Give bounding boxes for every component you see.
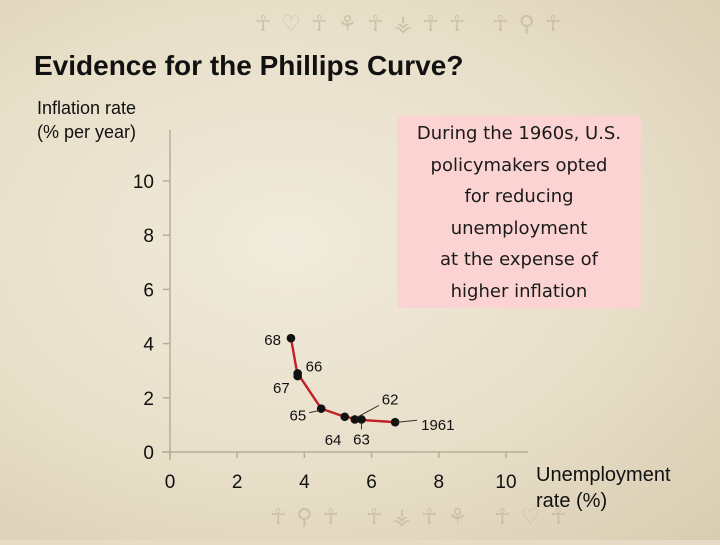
callout-line-1: During the 1960s, U.S. [416, 123, 622, 144]
x-tick-label: 8 [434, 472, 445, 493]
data-point-1961 [390, 417, 400, 427]
y-tick-label: 2 [143, 389, 154, 410]
y-tick-label: 6 [143, 280, 154, 301]
points-layer [286, 333, 400, 427]
callout-line-4: unemployment [450, 217, 588, 239]
data-point-68 [286, 333, 296, 343]
y-tick-label: 10 [133, 172, 154, 193]
point-label-68: 68 [264, 332, 281, 349]
x-axis-label: Unemployment rate (%) [536, 462, 671, 514]
leader-line-62 [356, 405, 380, 418]
slide-title: Evidence for the Phillips Curve? [34, 50, 464, 81]
point-label-65: 65 [290, 408, 307, 425]
leader-line-1961 [397, 419, 418, 423]
decorative-pattern-top: ☥♡☥⚘☥⚶☥☥ ☥⚲☥ [255, 12, 572, 37]
x-tick-label: 10 [495, 472, 516, 493]
x-tick-label: 4 [299, 472, 310, 493]
y-tick-label: 8 [143, 226, 154, 247]
annotation-callout: During the 1960s, U.S. policymakers opte… [397, 116, 641, 308]
callout-line-2: policymakers opted [430, 154, 608, 176]
y-axis-label-line-1: Inflation rate [37, 98, 137, 118]
decorative-pattern-bottom: ☥⚲☥ ☥⚶☥⚘ ☥♡☥ [270, 505, 577, 530]
x-tick-label: 2 [232, 472, 243, 493]
x-tick-label: 0 [165, 472, 176, 493]
x-axis-label-line-1: Unemployment [536, 464, 671, 486]
callout-line-3: for reducing [464, 186, 574, 207]
point-label-62: 62 [382, 391, 399, 408]
leader-line-65 [309, 410, 320, 414]
data-point-63 [357, 415, 366, 424]
data-point-64 [340, 412, 350, 422]
x-tick-label: 6 [366, 472, 377, 493]
data-point-67 [293, 371, 302, 381]
phillips-curve-line [289, 337, 396, 424]
curve-layer [289, 337, 396, 424]
y-tick-label: 4 [143, 335, 154, 356]
data-point-65 [316, 404, 326, 413]
y-axis-label: Inflation rate (% per year) [37, 96, 136, 144]
point-label-63: 63 [353, 431, 370, 448]
point-label-64: 64 [325, 432, 342, 449]
x-axis-label-line-2: rate (%) [536, 490, 608, 512]
callout-line-6: higher inflation [450, 280, 588, 302]
y-axis-label-line-2: (% per year) [37, 122, 137, 142]
point-labels-layer: 1961 62 63 64 65 66 67 68 [264, 332, 454, 449]
callout-line-5: at the expense of [440, 249, 598, 270]
point-label-1961: 1961 [421, 417, 454, 434]
y-tick-label: 0 [143, 443, 154, 464]
point-label-67: 67 [273, 380, 290, 397]
point-label-66: 66 [306, 358, 323, 375]
